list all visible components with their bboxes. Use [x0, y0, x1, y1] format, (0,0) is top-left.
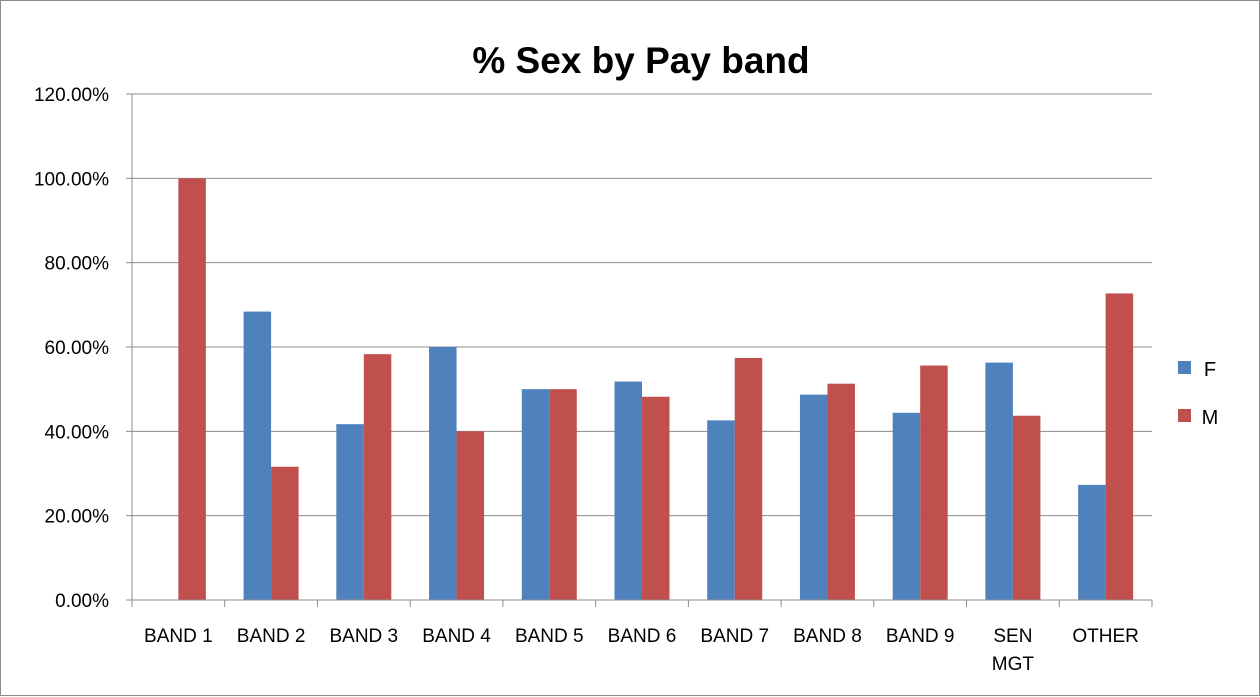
bar-f	[1078, 484, 1106, 600]
legend-label: F	[1204, 359, 1216, 381]
bar-m	[734, 357, 763, 600]
x-tick-label: BAND 5	[515, 626, 584, 647]
x-tick-label: BAND 6	[608, 626, 677, 647]
bar-f	[243, 311, 272, 600]
x-tick-label: BAND 2	[237, 626, 306, 647]
bar-f	[614, 381, 642, 600]
bar-m	[920, 365, 948, 600]
chart-title: % Sex by Pay band	[472, 40, 809, 81]
bar-f	[336, 424, 364, 600]
x-tick-label: BAND 1	[144, 626, 213, 647]
x-tick-label: MGT	[992, 654, 1035, 675]
x-axis-ticks: BAND 1 BAND 2 BAND 3 BAND 4 BAND 5 BAND 6 BAND…	[144, 626, 1139, 675]
x-tick-label: BAND 9	[886, 626, 955, 647]
bar-m	[827, 383, 855, 600]
x-tick-label: BAND 3	[329, 626, 398, 647]
axes	[126, 93, 1153, 607]
bar-f	[707, 420, 735, 600]
y-tick-label: 40.00%	[45, 422, 110, 443]
legend-swatch-m	[1178, 409, 1191, 422]
bar-m	[271, 466, 299, 600]
bar-m	[642, 396, 670, 600]
y-axis-ticks: 0.00% 20.00% 40.00% 60.00% 80.00% 100.00% 120.…	[34, 85, 109, 612]
y-tick-label: 100.00%	[34, 169, 109, 190]
bar-m	[363, 354, 392, 600]
bar-f	[985, 362, 1013, 600]
bar-f	[429, 347, 457, 600]
bar-m	[178, 178, 206, 601]
y-tick-label: 60.00%	[45, 338, 110, 359]
bar-m	[549, 389, 577, 600]
bar-m	[1105, 293, 1134, 600]
x-tick-label: BAND 7	[700, 626, 769, 647]
legend-swatch-f	[1178, 361, 1191, 374]
x-tick-label: BAND 4	[422, 626, 491, 647]
bar-f	[892, 412, 921, 600]
bar-f	[521, 389, 550, 600]
y-tick-label: 120.00%	[34, 85, 109, 106]
gridlines	[132, 93, 1152, 517]
legend: FM	[1178, 359, 1218, 429]
bar-f	[799, 394, 828, 600]
x-tick-label: BAND 8	[793, 626, 862, 647]
bars	[178, 178, 1134, 601]
x-tick-label: OTHER	[1072, 626, 1139, 647]
y-tick-label: 0.00%	[55, 591, 109, 612]
y-tick-label: 20.00%	[45, 507, 110, 528]
bar-m	[1012, 415, 1041, 600]
x-tick-label: SEN	[993, 626, 1032, 647]
y-tick-label: 80.00%	[45, 254, 110, 275]
bar-m	[456, 431, 485, 600]
legend-label: M	[1202, 407, 1219, 429]
